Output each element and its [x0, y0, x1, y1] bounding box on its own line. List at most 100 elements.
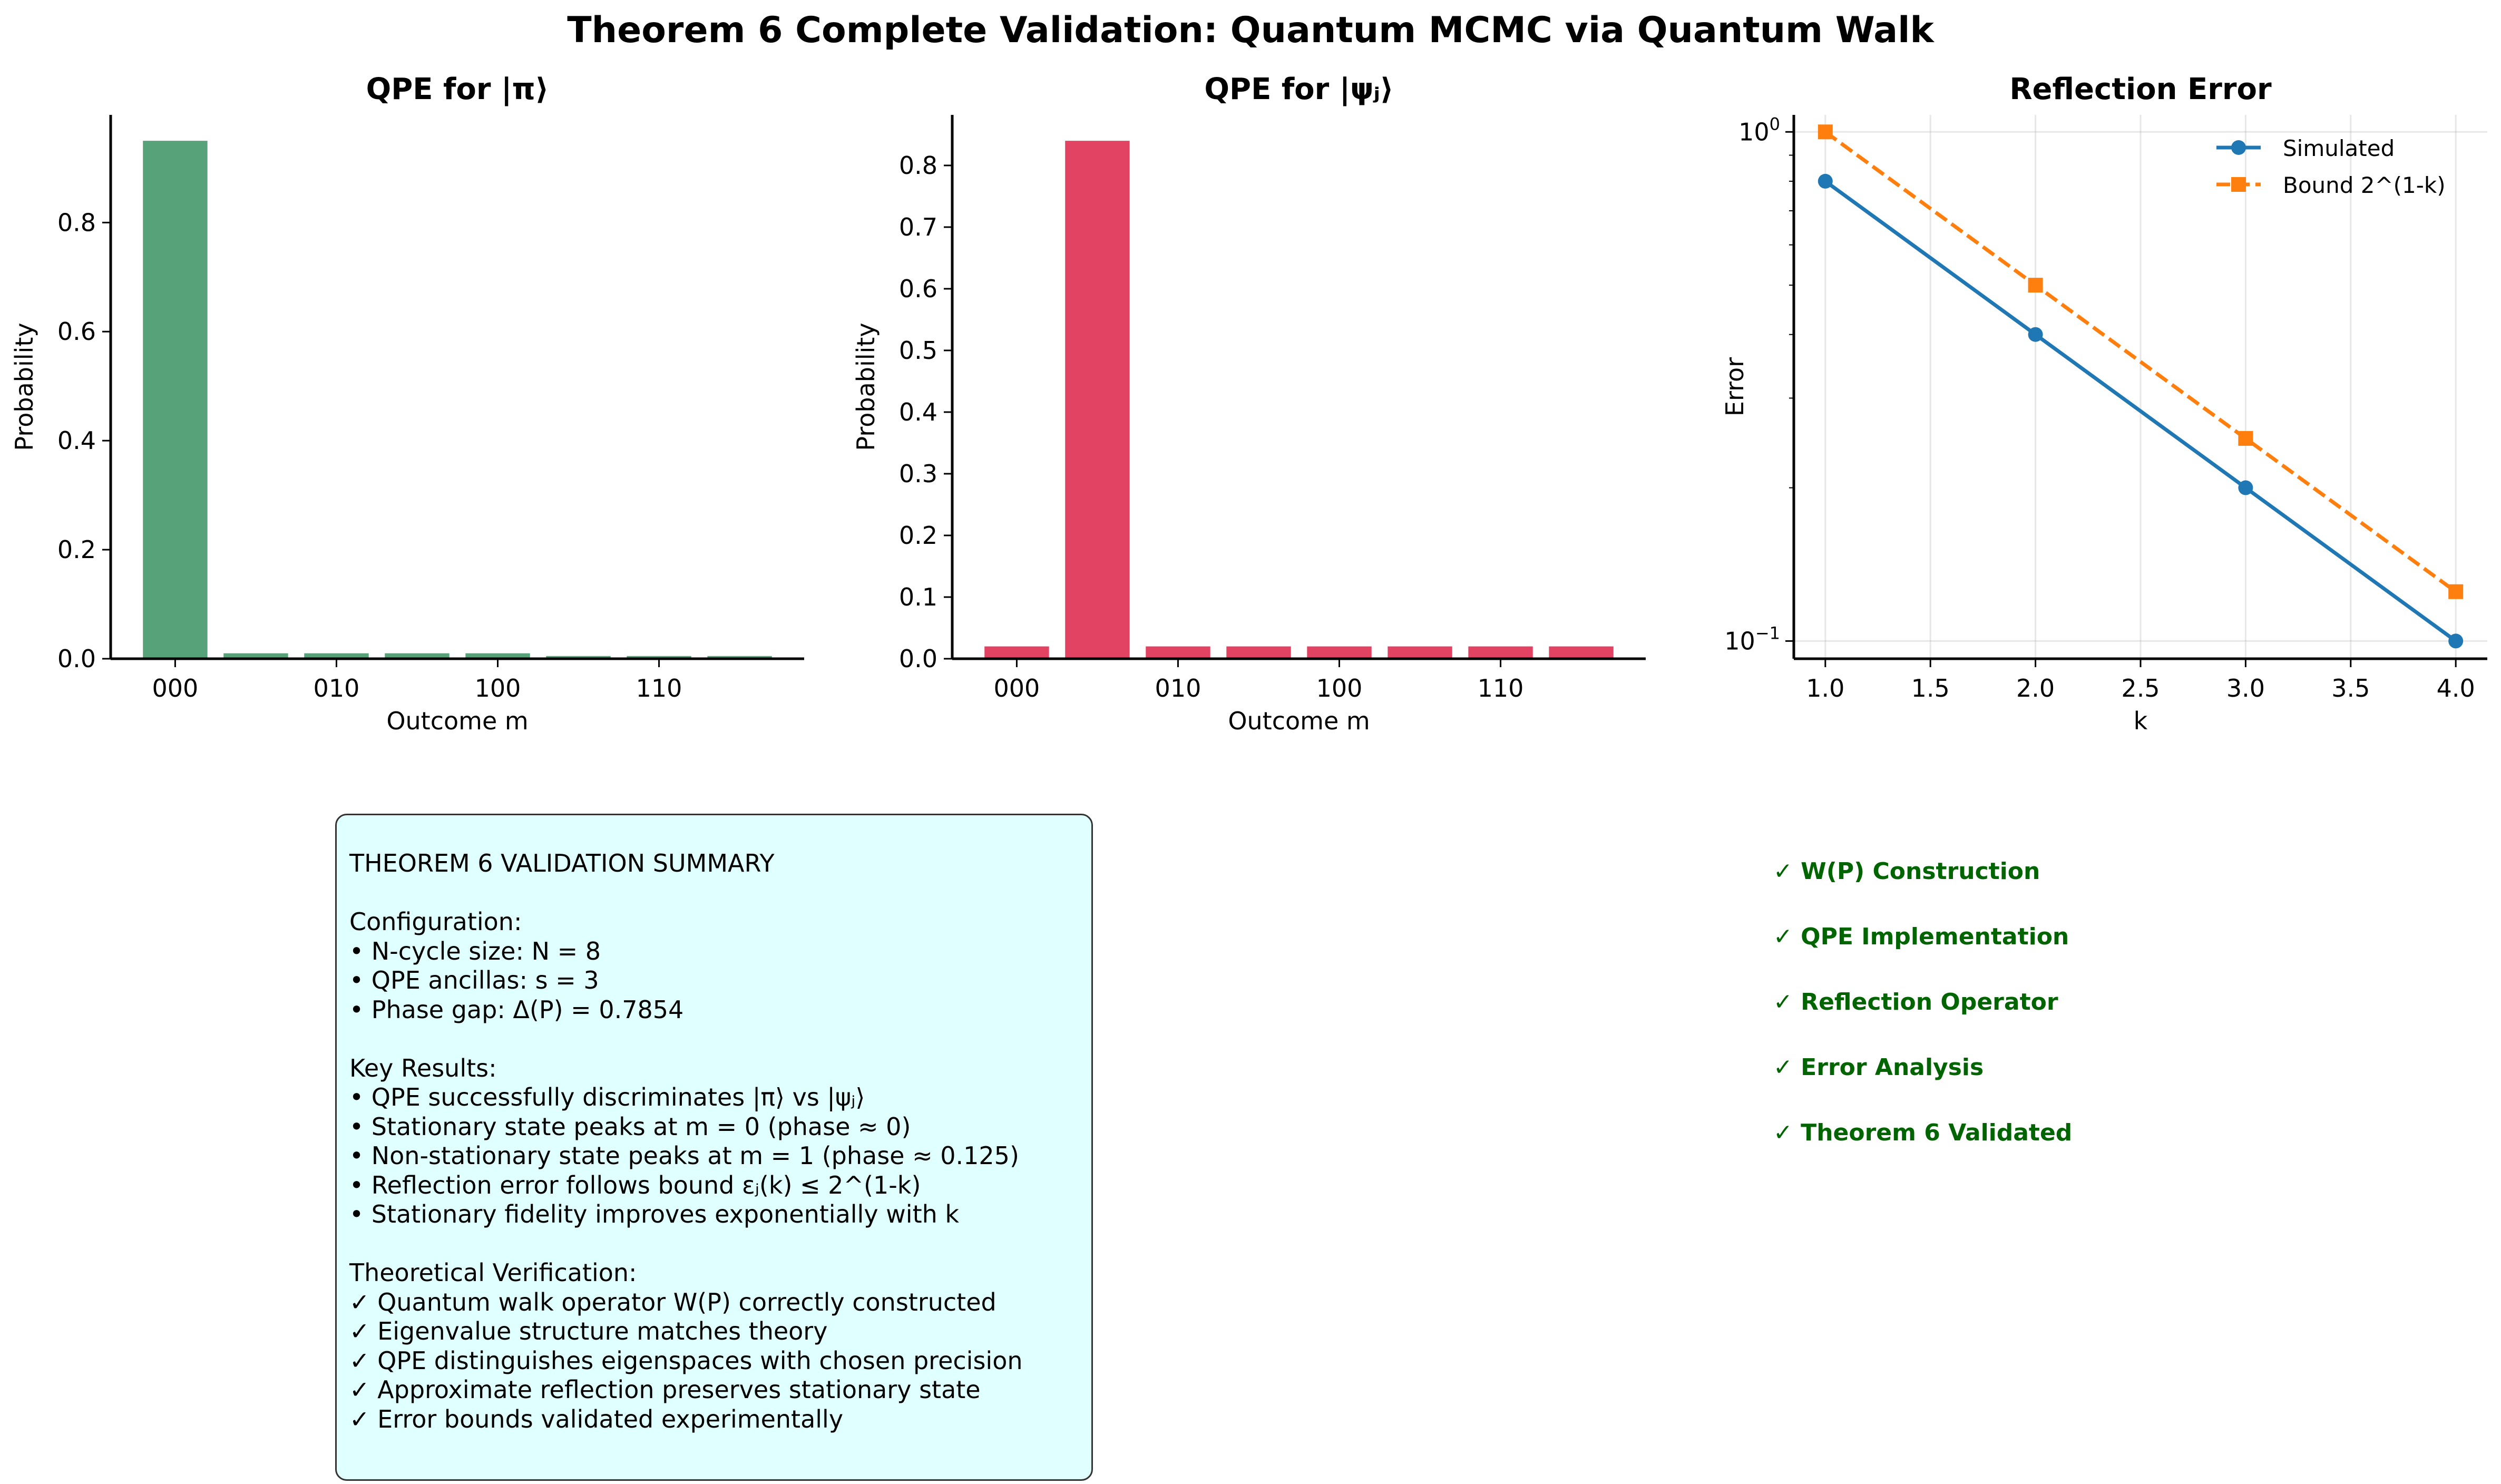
x-tick-label: 3.5: [2331, 674, 2370, 702]
summary-line: • Phase gap: Δ(P) = 0.7854: [349, 995, 684, 1024]
x-tick-label: 010: [314, 674, 360, 702]
chart-reflection-error: Reflection Error 1.0 1.5 2.0 2.5 3.0 3.5 4.0 100…: [1721, 72, 2487, 735]
bar-111: [1549, 646, 1614, 659]
point-bound: [2448, 584, 2464, 599]
bar-010: [304, 653, 369, 659]
x-tick-label: 1.0: [1806, 674, 1844, 702]
chart-title: QPE for |ψⱼ⟩: [1204, 72, 1393, 106]
bar-001: [223, 653, 288, 659]
bar-110: [1468, 646, 1533, 659]
bar-100: [465, 653, 530, 659]
summary-heading: THEOREM 6 VALIDATION SUMMARY: [349, 849, 775, 877]
summary-line: • QPE successfully discriminates |π⟩ vs …: [349, 1083, 865, 1111]
x-axis-label: Outcome m: [1228, 707, 1370, 735]
x-tick-label: 010: [1155, 674, 1201, 702]
summary-line: • Stationary state peaks at m = 0 (phase…: [349, 1112, 911, 1141]
summary-line: Configuration:: [349, 907, 522, 936]
y-tick-label: 100: [1738, 114, 1780, 146]
y-tick-label: 0.2: [57, 535, 96, 564]
series-line-bound: [1824, 130, 2457, 593]
point-simulated: [2448, 633, 2464, 649]
x-tick-label: 3.0: [2226, 674, 2265, 702]
y-tick-label: 0.1: [899, 583, 937, 611]
bar-111: [707, 656, 772, 659]
bar-001: [1065, 141, 1130, 659]
chart-title: Reflection Error: [2009, 72, 2272, 106]
legend-label-bound: Bound 2^(1-k): [2283, 172, 2446, 198]
check-item: ✓ QPE Implementation: [1773, 923, 2069, 950]
x-tick-label: 000: [152, 674, 199, 702]
y-tick-label: 0.7: [899, 213, 937, 241]
x-tick-label: 2.5: [2121, 674, 2160, 702]
x-tick-label: 110: [1478, 674, 1524, 702]
y-axis-label: Error: [1721, 357, 1749, 416]
x-tick-label: 4.0: [2437, 674, 2475, 702]
point-simulated: [2238, 480, 2253, 495]
point-bound: [2028, 278, 2043, 293]
y-tick-label: 0.8: [899, 151, 937, 180]
summary-line: • Stationary fidelity improves exponenti…: [349, 1200, 960, 1228]
x-tick-label: 000: [994, 674, 1040, 702]
bar-000: [143, 141, 208, 659]
y-tick-label: 0.0: [899, 645, 937, 673]
y-tick-label: 0.6: [899, 275, 937, 303]
summary-line: • Non-stationary state peaks at m = 1 (p…: [349, 1141, 1019, 1170]
y-tick-label: 0.2: [899, 521, 937, 550]
summary-line: [349, 1024, 1091, 1054]
bar-011: [385, 653, 450, 659]
x-tick-label: 100: [1316, 674, 1363, 702]
summary-line: ✓ Approximate reflection preserves stati…: [349, 1375, 981, 1404]
legend-marker: [2231, 177, 2246, 192]
point-simulated: [1818, 173, 1833, 189]
bar-110: [627, 656, 691, 659]
summary-line: • N-cycle size: N = 8: [349, 936, 601, 965]
y-axis-label: Probability: [10, 323, 38, 451]
x-axis-label: Outcome m: [386, 707, 528, 735]
bar-101: [546, 656, 611, 659]
legend-marker: [2231, 140, 2246, 155]
bar-101: [1388, 646, 1452, 659]
x-axis-label: k: [2134, 707, 2148, 735]
validation-summary-box: THEOREM 6 VALIDATION SUMMARY Configuratio…: [335, 814, 1093, 1481]
check-item: ✓ W(P) Construction: [1773, 858, 2040, 885]
summary-line: • Reflection error follows bound εⱼ(k) ≤…: [349, 1170, 921, 1199]
x-tick-label: 2.0: [2016, 674, 2055, 702]
legend-label-simulated: Simulated: [2283, 135, 2395, 161]
bar-010: [1146, 646, 1210, 659]
validation-checklist: ✓ W(P) Construction ✓ QPE Implementation ✓…: [1773, 858, 2072, 1185]
check-item: ✓ Error Analysis: [1773, 1054, 1984, 1081]
summary-line: ✓ QPE distinguishes eigenspaces with cho…: [349, 1346, 1023, 1375]
point-simulated: [2028, 327, 2043, 342]
check-item: ✓ Reflection Operator: [1773, 989, 2058, 1016]
bar-000: [984, 646, 1049, 659]
x-tick-label: 100: [475, 674, 521, 702]
chart-title: QPE for |π⟩: [366, 72, 549, 106]
summary-line: ✓ Error bounds validated experimentally: [349, 1404, 844, 1433]
summary-line: Theoretical Verification:: [349, 1258, 637, 1287]
summary-line: ✓ Quantum walk operator W(P) correctly c…: [349, 1287, 997, 1316]
bar-011: [1226, 646, 1291, 659]
y-tick-label: 0.4: [57, 426, 96, 455]
y-tick-label: 0.6: [57, 317, 96, 346]
y-tick-label: 0.3: [899, 460, 937, 488]
y-tick-label: 0.0: [57, 645, 96, 673]
summary-line: [349, 878, 1091, 908]
series-line-simulated: [1824, 180, 2457, 643]
x-tick-label: 110: [636, 674, 682, 702]
point-bound: [1818, 124, 1833, 140]
y-axis-label: Probability: [852, 323, 880, 451]
figure-title: Theorem 6 Complete Validation: Quantum M…: [567, 9, 1935, 51]
x-tick-label: 1.5: [1911, 674, 1950, 702]
summary-line: ✓ Eigenvalue structure matches theory: [349, 1317, 828, 1345]
chart-qpe-psi: QPE for |ψⱼ⟩ 0.0 0.1 0.2 0.3 0.4 0.5 0.6 0.7 0.8 0…: [852, 72, 1646, 735]
y-tick-label: 0.4: [899, 398, 937, 426]
point-bound: [2238, 431, 2253, 446]
summary-line: Key Results:: [349, 1053, 497, 1082]
summary-line: • QPE ancillas: s = 3: [349, 966, 599, 994]
y-tick-label: 0.5: [899, 336, 937, 365]
check-item: ✓ Theorem 6 Validated: [1773, 1119, 2073, 1146]
chart-qpe-pi: QPE for |π⟩ 0.0 0.2 0.4 0.6 0.8 000 010 100 110 Ou…: [10, 72, 804, 735]
y-tick-label: 10−1: [1724, 623, 1780, 655]
summary-line: [349, 1229, 1091, 1259]
